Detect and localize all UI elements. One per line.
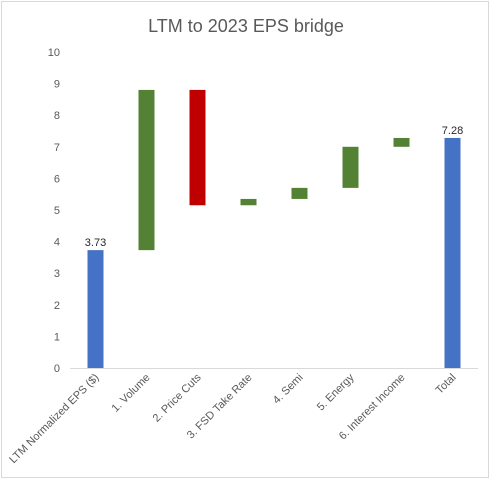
y-tick-label: 2 — [54, 300, 60, 312]
bar-3 — [240, 198, 257, 206]
x-category-label: LTM Normalized EPS ($) — [7, 372, 101, 466]
bar-7 — [444, 137, 461, 368]
x-category-label: 1. Volume — [110, 372, 153, 415]
x-category-label: 2. Price Cuts — [151, 371, 204, 424]
y-tick-label: 10 — [48, 47, 60, 59]
x-category-label: Total — [434, 372, 459, 397]
data-labels: 3.73 7.28 — [85, 125, 463, 249]
y-tick-label: 9 — [54, 79, 60, 91]
y-axis: 0 1 2 3 4 5 6 7 8 9 10 — [48, 47, 60, 375]
y-tick-label: 3 — [54, 268, 60, 280]
y-tick-label: 0 — [54, 363, 60, 375]
y-tick-label: 7 — [54, 142, 60, 154]
bar-2 — [189, 89, 206, 206]
x-category-label: 5. Energy — [315, 371, 357, 413]
bar-6 — [393, 137, 410, 147]
x-category-label: 4. Semi — [271, 372, 306, 407]
bar-0 — [87, 250, 104, 368]
data-label: 7.28 — [442, 125, 463, 137]
y-tick-label: 8 — [54, 110, 60, 122]
data-label: 3.73 — [85, 237, 106, 249]
bar-4 — [291, 187, 308, 199]
y-tick-label: 5 — [54, 205, 60, 217]
bars — [87, 89, 461, 368]
chart-title: LTM to 2023 EPS bridge — [148, 16, 344, 36]
bar-1 — [138, 89, 155, 251]
y-tick-label: 1 — [54, 331, 60, 343]
y-tick-label: 6 — [54, 173, 60, 185]
bar-5 — [342, 146, 359, 188]
y-tick-label: 4 — [54, 237, 60, 249]
